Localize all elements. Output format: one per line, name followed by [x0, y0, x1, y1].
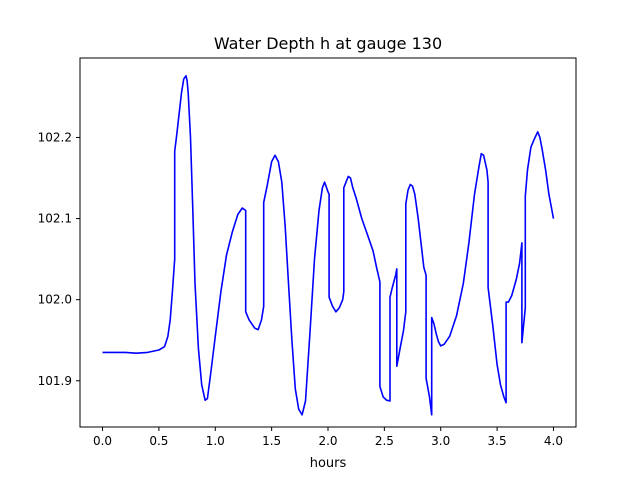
series-line-0	[102, 75, 555, 416]
x-tick-label: 1.5	[262, 434, 281, 448]
x-tick-label: 0.0	[93, 434, 112, 448]
plot-area: 0.0 0.5 1.0 1.5 2.0 2.5 3.0 3.5 4.0 101.9 102.0 102…	[38, 57, 577, 448]
y-tick-label: 102.2	[38, 130, 72, 144]
x-tick-label: 0.5	[149, 434, 168, 448]
x-tick-label: 4.0	[544, 434, 563, 448]
y-tick-label: 102.0	[38, 293, 72, 307]
y-tick-label: 102.1	[38, 212, 72, 226]
x-tick-label: 2.5	[375, 434, 394, 448]
chart-title: Water Depth h at gauge 130	[214, 34, 442, 53]
x-tick-label: 3.0	[431, 434, 450, 448]
plot-frame	[79, 57, 577, 428]
x-tick-label: 1.0	[206, 434, 225, 448]
x-tick-label: 2.0	[318, 434, 337, 448]
y-tick-label: 101.9	[38, 374, 72, 388]
x-tick-label: 3.5	[488, 434, 507, 448]
x-axis-label: hours	[310, 456, 347, 471]
